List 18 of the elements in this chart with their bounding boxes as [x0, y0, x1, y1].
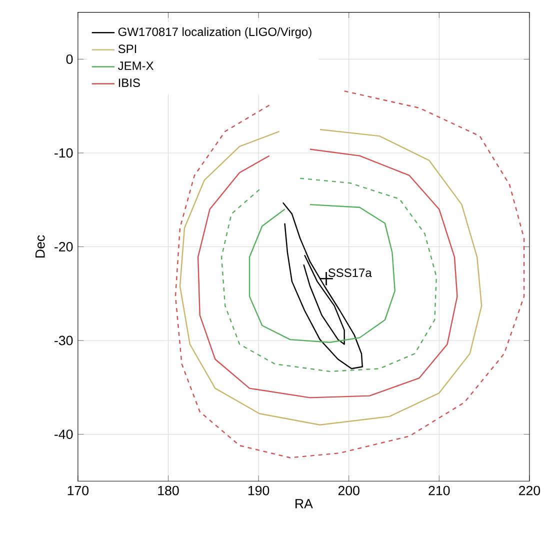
- y-tick-label: 0: [66, 54, 73, 64]
- x-axis-title: RA: [296, 498, 313, 508]
- x-tick-label: 210: [428, 486, 450, 496]
- annotation: SSS17a: [328, 268, 372, 277]
- x-tick-label: 180: [158, 486, 179, 496]
- y-tick-label: -40: [54, 429, 73, 439]
- x-tick-label: 190: [248, 486, 270, 496]
- legend-label: SPI: [118, 44, 136, 53]
- x-tick-label: 220: [519, 486, 540, 496]
- x-tick-label: 200: [338, 486, 360, 496]
- legend-label: JEM-X: [118, 61, 154, 70]
- legend-label: GW170817 localization (LIGO/Virgo): [118, 27, 312, 38]
- y-axis-title: Dec: [36, 235, 45, 258]
- x-tick-label: 170: [68, 486, 89, 496]
- y-tick-label: -10: [54, 148, 73, 158]
- y-tick-label: -30: [54, 336, 73, 345]
- y-tick-label: -20: [54, 242, 73, 252]
- legend-label: IBIS: [118, 78, 140, 87]
